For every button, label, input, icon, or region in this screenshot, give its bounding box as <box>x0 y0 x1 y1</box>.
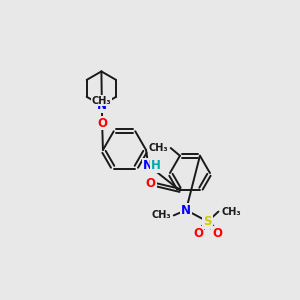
Text: N: N <box>181 203 191 217</box>
Text: O: O <box>194 226 203 240</box>
Text: N: N <box>143 159 153 172</box>
Text: O: O <box>146 177 156 190</box>
Text: O: O <box>212 226 222 240</box>
Text: CH₃: CH₃ <box>221 207 241 217</box>
Text: S: S <box>203 215 212 228</box>
Text: N: N <box>96 99 106 112</box>
Text: CH₃: CH₃ <box>151 210 171 220</box>
Text: O: O <box>97 116 107 130</box>
Text: CH₃: CH₃ <box>149 143 168 153</box>
Text: H: H <box>151 159 161 172</box>
Text: CH₃: CH₃ <box>92 96 111 106</box>
